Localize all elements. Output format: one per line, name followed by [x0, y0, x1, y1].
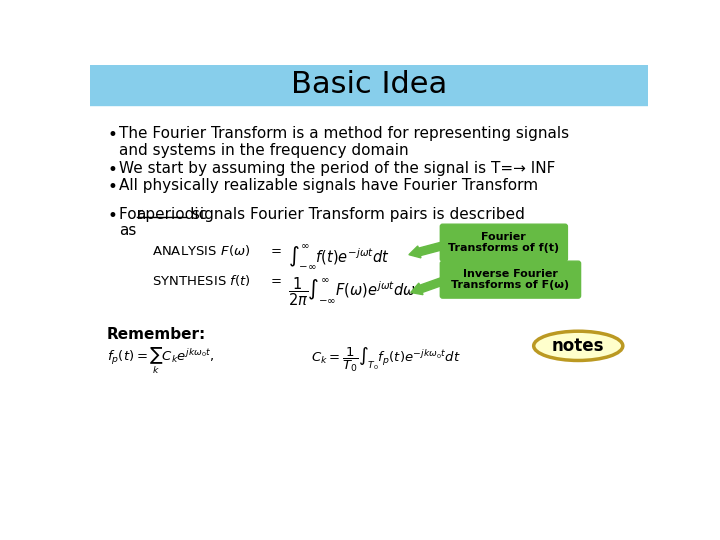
- FancyBboxPatch shape: [441, 261, 580, 298]
- Text: •: •: [107, 161, 117, 179]
- Text: The Fourier Transform is a method for representing signals: The Fourier Transform is a method for re…: [120, 126, 570, 141]
- Text: Inverse Fourier
Transforms of F(ω): Inverse Fourier Transforms of F(ω): [451, 269, 570, 291]
- Text: Fourier
Transforms of f(t): Fourier Transforms of f(t): [449, 232, 559, 253]
- Text: signals Fourier Transform pairs is described: signals Fourier Transform pairs is descr…: [187, 207, 525, 222]
- Text: and systems in the frequency domain: and systems in the frequency domain: [120, 143, 409, 158]
- FancyBboxPatch shape: [441, 224, 567, 261]
- Text: notes: notes: [552, 337, 605, 355]
- FancyArrow shape: [410, 278, 444, 295]
- Text: $\dfrac{1}{2\pi}\int_{-\infty}^{\infty} F(\omega)e^{j\omega t}d\omega$: $\dfrac{1}{2\pi}\int_{-\infty}^{\infty} …: [287, 275, 415, 308]
- Text: $\int_{-\infty}^{\infty} f(t)e^{-j\omega t}dt$: $\int_{-\infty}^{\infty} f(t)e^{-j\omega…: [287, 244, 390, 271]
- FancyArrow shape: [409, 242, 444, 258]
- Text: Remember:: Remember:: [107, 327, 207, 342]
- Text: •: •: [107, 207, 117, 225]
- Text: •: •: [107, 178, 117, 196]
- Text: Basic Idea: Basic Idea: [291, 70, 447, 99]
- Text: $=$: $=$: [269, 273, 282, 286]
- Text: •: •: [107, 126, 117, 144]
- Text: All physically realizable signals have Fourier Transform: All physically realizable signals have F…: [120, 178, 539, 193]
- Text: $f_p(t) = \sum_k C_k e^{jk\omega_0 t},$: $f_p(t) = \sum_k C_k e^{jk\omega_0 t},$: [107, 346, 215, 376]
- Text: ANALYSIS $F(\omega)$: ANALYSIS $F(\omega)$: [152, 244, 251, 259]
- Text: We start by assuming the period of the signal is T=→ INF: We start by assuming the period of the s…: [120, 161, 556, 176]
- FancyBboxPatch shape: [90, 65, 648, 105]
- Text: For: For: [120, 207, 148, 222]
- Text: $=$: $=$: [269, 244, 282, 256]
- Text: SYNTHESIS $f(t)$: SYNTHESIS $f(t)$: [152, 273, 251, 288]
- Ellipse shape: [534, 331, 623, 361]
- Text: as: as: [120, 224, 137, 239]
- Text: aperiodic: aperiodic: [137, 207, 207, 222]
- Text: $C_k = \dfrac{1}{T_0}\int_{T_0} f_p(t)e^{-jk\omega_0 t}dt$: $C_k = \dfrac{1}{T_0}\int_{T_0} f_p(t)e^…: [311, 346, 461, 374]
